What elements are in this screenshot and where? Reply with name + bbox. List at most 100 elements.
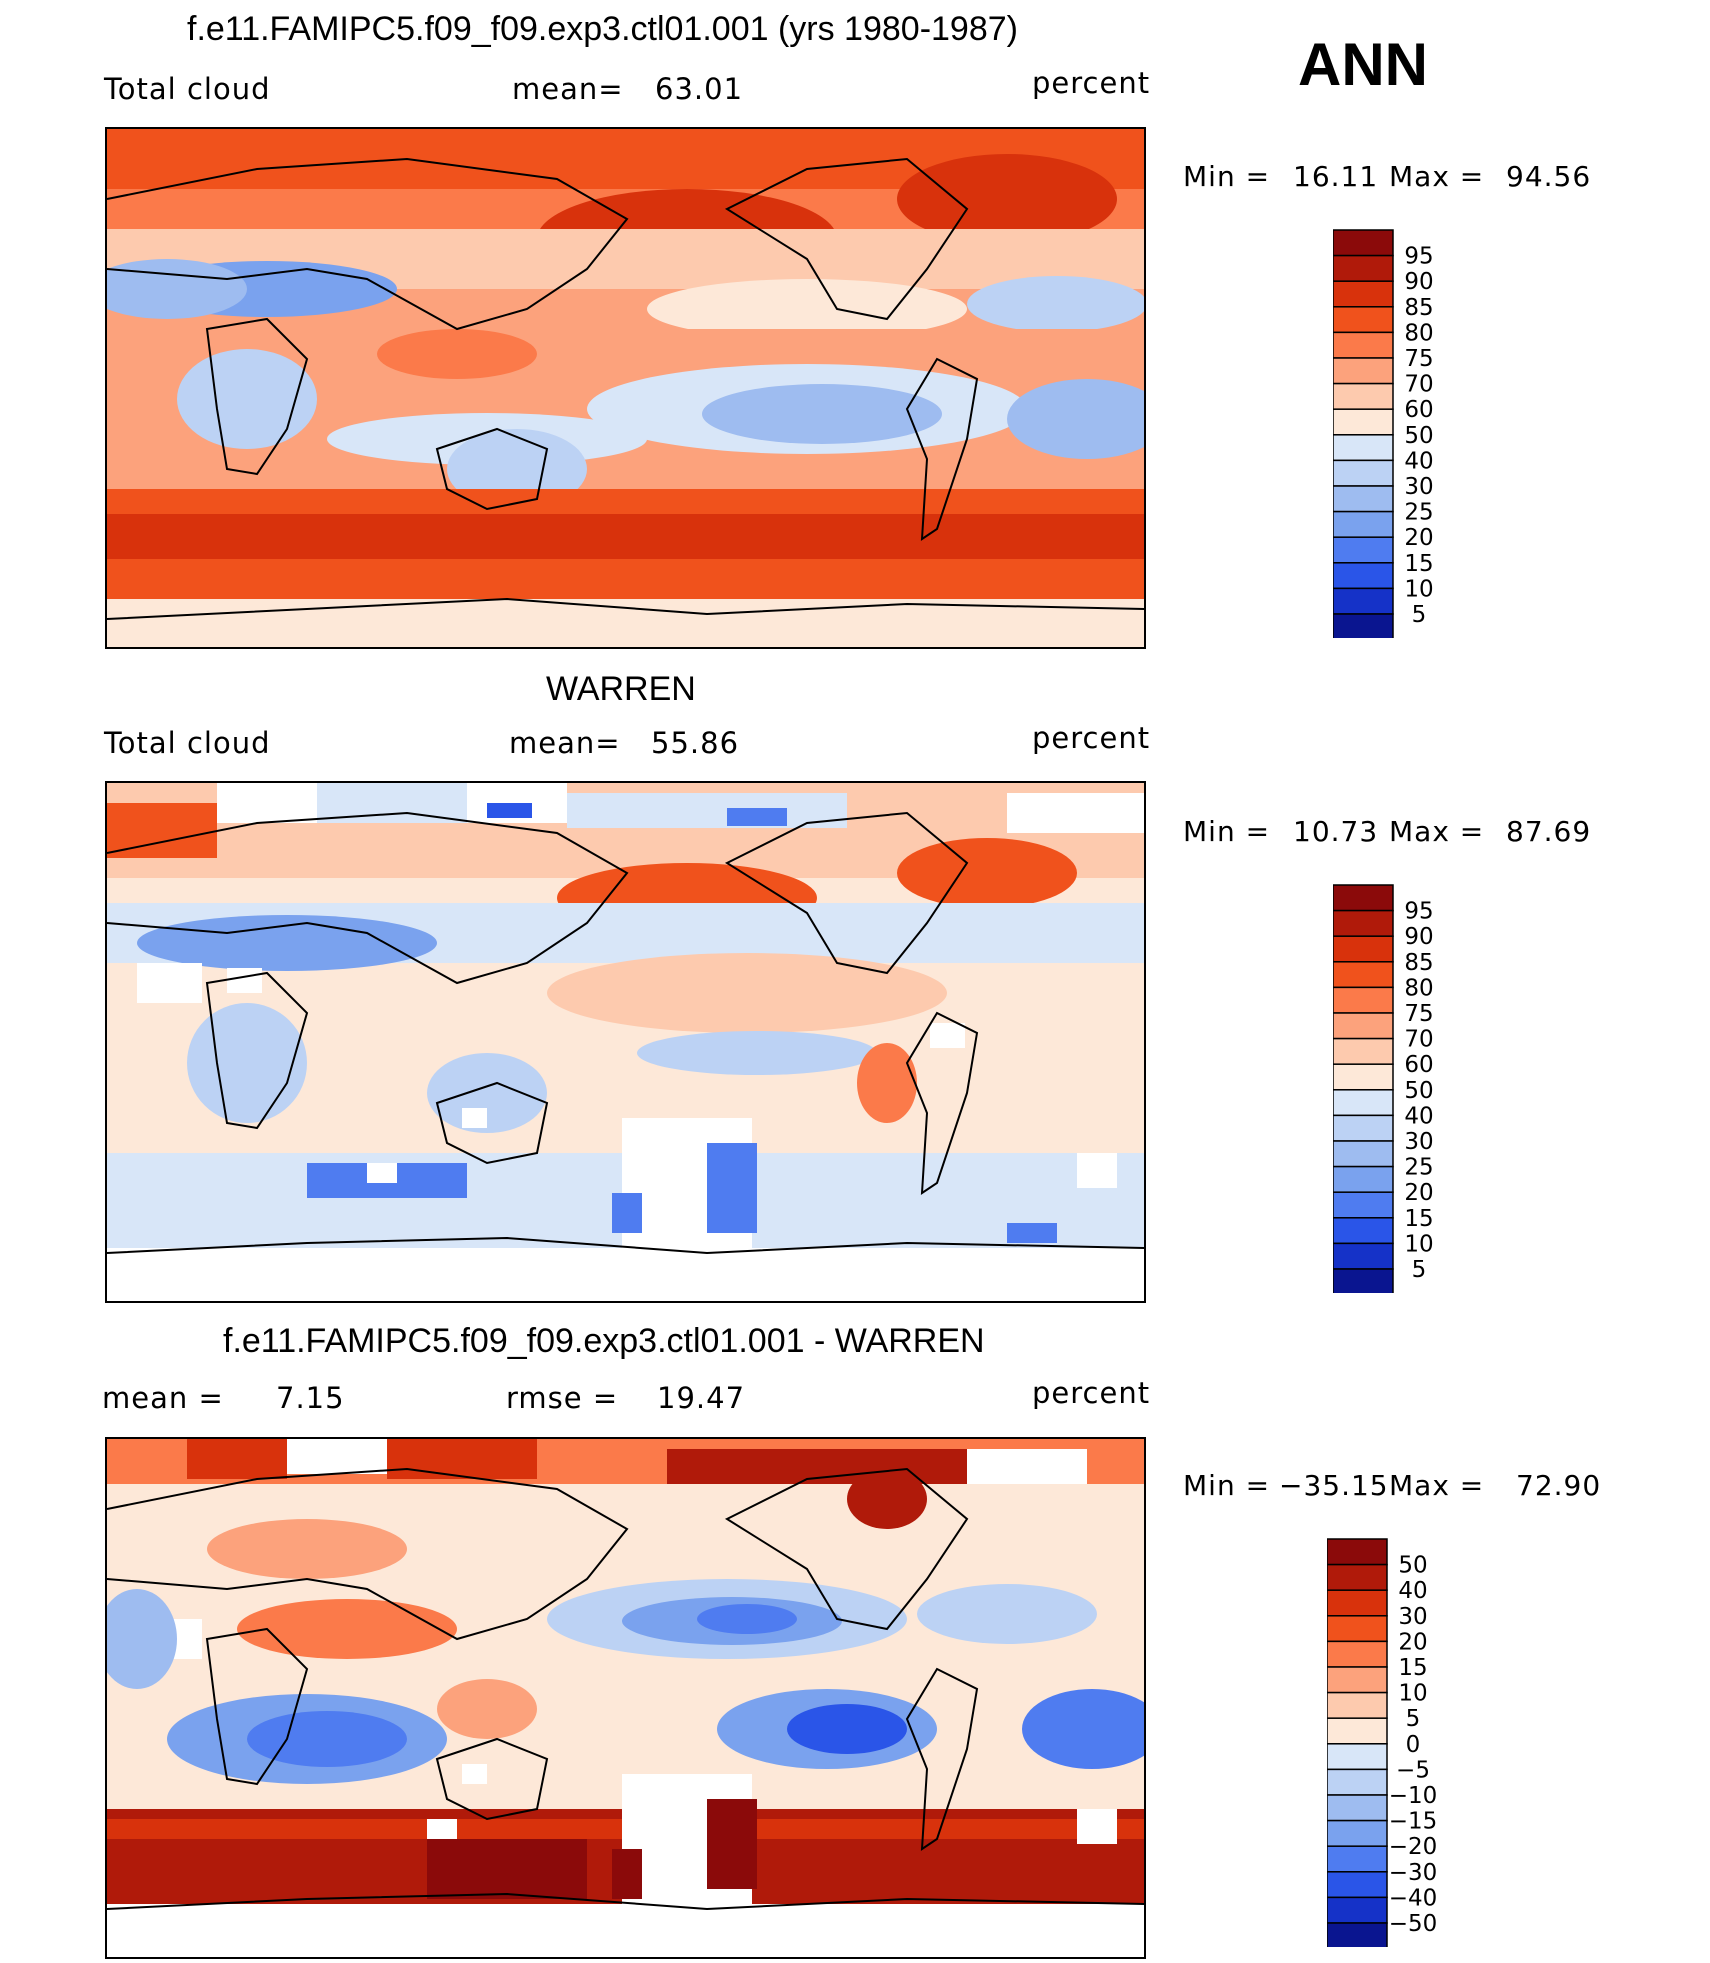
colorbar-box bbox=[1333, 1268, 1394, 1293]
colorbar-label: 40 bbox=[1404, 1103, 1433, 1129]
colorbar-box bbox=[1333, 382, 1394, 410]
colorbar-box bbox=[1333, 935, 1394, 963]
panel1-min-label: Min = bbox=[1183, 160, 1271, 193]
panel1-map bbox=[105, 127, 1146, 649]
colorbar-label: −40 bbox=[1389, 1885, 1438, 1911]
colorbar-box bbox=[1327, 1717, 1388, 1745]
colorbar-label: 80 bbox=[1404, 320, 1433, 346]
colorbar-label: 50 bbox=[1404, 423, 1433, 449]
colorbar-label: 15 bbox=[1404, 1206, 1433, 1232]
colorbar-label: −30 bbox=[1389, 1860, 1438, 1886]
panel3-min-value: −35.15 bbox=[1279, 1469, 1389, 1502]
colorbar-label: 5 bbox=[1412, 602, 1427, 628]
colorbar-label: 85 bbox=[1404, 950, 1433, 976]
panel3-map-field bbox=[107, 1439, 1144, 1957]
panel2-min-label: Min = bbox=[1183, 815, 1271, 848]
colorbar-box bbox=[1327, 1743, 1388, 1771]
panel2-map bbox=[105, 781, 1146, 1303]
panel3-max-label: Max = bbox=[1389, 1469, 1485, 1502]
colorbar-box bbox=[1333, 459, 1394, 487]
colorbar-box bbox=[1327, 1615, 1388, 1643]
colorbar-label: 70 bbox=[1404, 372, 1433, 398]
panel3-max-value: 72.90 bbox=[1516, 1469, 1602, 1502]
colorbar-label: 75 bbox=[1404, 1001, 1433, 1027]
colorbar-box bbox=[1327, 1896, 1388, 1924]
panel1-units: percent bbox=[1032, 66, 1151, 100]
colorbar-label: 25 bbox=[1404, 1155, 1433, 1181]
colorbar-box bbox=[1333, 986, 1394, 1014]
colorbar-label: −10 bbox=[1389, 1783, 1438, 1809]
colorbar-box bbox=[1327, 1794, 1388, 1822]
colorbar-box bbox=[1327, 1563, 1388, 1591]
colorbar-box bbox=[1327, 1845, 1388, 1873]
colorbar-label: 50 bbox=[1404, 1078, 1433, 1104]
panel1-min-value: 16.11 bbox=[1293, 160, 1379, 193]
colorbar-box bbox=[1333, 587, 1394, 615]
colorbar-box bbox=[1333, 562, 1394, 590]
colorbar-box bbox=[1333, 1140, 1394, 1168]
colorbar-label: 10 bbox=[1404, 576, 1433, 602]
panel1-mean-label: mean= bbox=[512, 72, 624, 106]
panel1-variable-label: Total cloud bbox=[104, 72, 271, 106]
colorbar-box bbox=[1327, 1538, 1388, 1566]
colorbar-box bbox=[1333, 1191, 1394, 1219]
colorbar-box bbox=[1327, 1640, 1388, 1668]
panel1-max-label: Max = bbox=[1389, 160, 1485, 193]
colorbar-box bbox=[1327, 1589, 1388, 1617]
panel3-mean-value: 7.15 bbox=[276, 1381, 345, 1415]
colorbar-label: 50 bbox=[1398, 1553, 1427, 1579]
colorbar-label: 95 bbox=[1404, 899, 1433, 925]
colorbar-box bbox=[1327, 1666, 1388, 1694]
panel3-colorbar: 50 40 30 20 15 10 5 0 −5 −10 −15 −20 −30 −40 −50 bbox=[1327, 1537, 1467, 1947]
panel3-rmse-value: 19.47 bbox=[657, 1381, 746, 1415]
panel1-colorbar: 95 90 85 80 75 70 60 50 40 30 25 20 15 10 5 bbox=[1333, 228, 1463, 638]
panel2-units: percent bbox=[1032, 721, 1151, 755]
panel3-min-label: Min = bbox=[1183, 1469, 1271, 1502]
colorbar-box bbox=[1333, 254, 1394, 282]
colorbar-label: 25 bbox=[1404, 500, 1433, 526]
colorbar-box bbox=[1333, 909, 1394, 937]
colorbar-label: 80 bbox=[1404, 975, 1433, 1001]
panel1-title: f.e11.FAMIPC5.f09_f09.exp3.ctl01.001 (yr… bbox=[187, 10, 1018, 48]
colorbar-box bbox=[1333, 1242, 1394, 1270]
colorbar-box bbox=[1333, 1089, 1394, 1117]
colorbar-label: −5 bbox=[1396, 1757, 1430, 1783]
panel1-max-value: 94.56 bbox=[1506, 160, 1592, 193]
colorbar-label: 5 bbox=[1406, 1706, 1421, 1732]
panel2-max-value: 87.69 bbox=[1506, 815, 1592, 848]
colorbar-label: 40 bbox=[1398, 1578, 1427, 1604]
colorbar-label: 85 bbox=[1404, 295, 1433, 321]
colorbar-label: −50 bbox=[1389, 1911, 1438, 1937]
colorbar-label: 90 bbox=[1404, 924, 1433, 950]
colorbar-label: 0 bbox=[1406, 1732, 1421, 1758]
colorbar-label: −20 bbox=[1389, 1834, 1438, 1860]
panel2-map-field bbox=[107, 783, 1144, 1301]
colorbar-box bbox=[1333, 536, 1394, 564]
colorbar-label: 60 bbox=[1404, 397, 1433, 423]
panel2-title: WARREN bbox=[546, 670, 696, 708]
colorbar-label: 95 bbox=[1404, 244, 1433, 270]
colorbar-label: 30 bbox=[1398, 1604, 1427, 1630]
panel3-rmse-label: rmse = bbox=[506, 1381, 619, 1415]
colorbar-box bbox=[1333, 510, 1394, 538]
colorbar-box bbox=[1333, 1063, 1394, 1091]
colorbar-box bbox=[1333, 1037, 1394, 1065]
colorbar-box bbox=[1333, 1217, 1394, 1245]
colorbar-box bbox=[1327, 1691, 1388, 1719]
colorbar-box bbox=[1333, 613, 1394, 638]
panel2-max-label: Max = bbox=[1389, 815, 1485, 848]
colorbar-box bbox=[1333, 331, 1394, 359]
colorbar-box bbox=[1333, 408, 1394, 436]
colorbar-label: 5 bbox=[1412, 1257, 1427, 1283]
panel2-min-value: 10.73 bbox=[1293, 815, 1379, 848]
colorbar-box bbox=[1327, 1871, 1388, 1899]
colorbar-box bbox=[1333, 1114, 1394, 1142]
panel3-title: f.e11.FAMIPC5.f09_f09.exp3.ctl01.001 - W… bbox=[223, 1322, 985, 1360]
panel3-units: percent bbox=[1032, 1376, 1151, 1410]
colorbar-label: 10 bbox=[1398, 1681, 1427, 1707]
colorbar-label: 20 bbox=[1404, 1180, 1433, 1206]
colorbar-box bbox=[1333, 884, 1394, 912]
panel1-mean-value: 63.01 bbox=[655, 72, 744, 106]
colorbar-box bbox=[1333, 229, 1394, 257]
colorbar-box bbox=[1333, 1012, 1394, 1040]
